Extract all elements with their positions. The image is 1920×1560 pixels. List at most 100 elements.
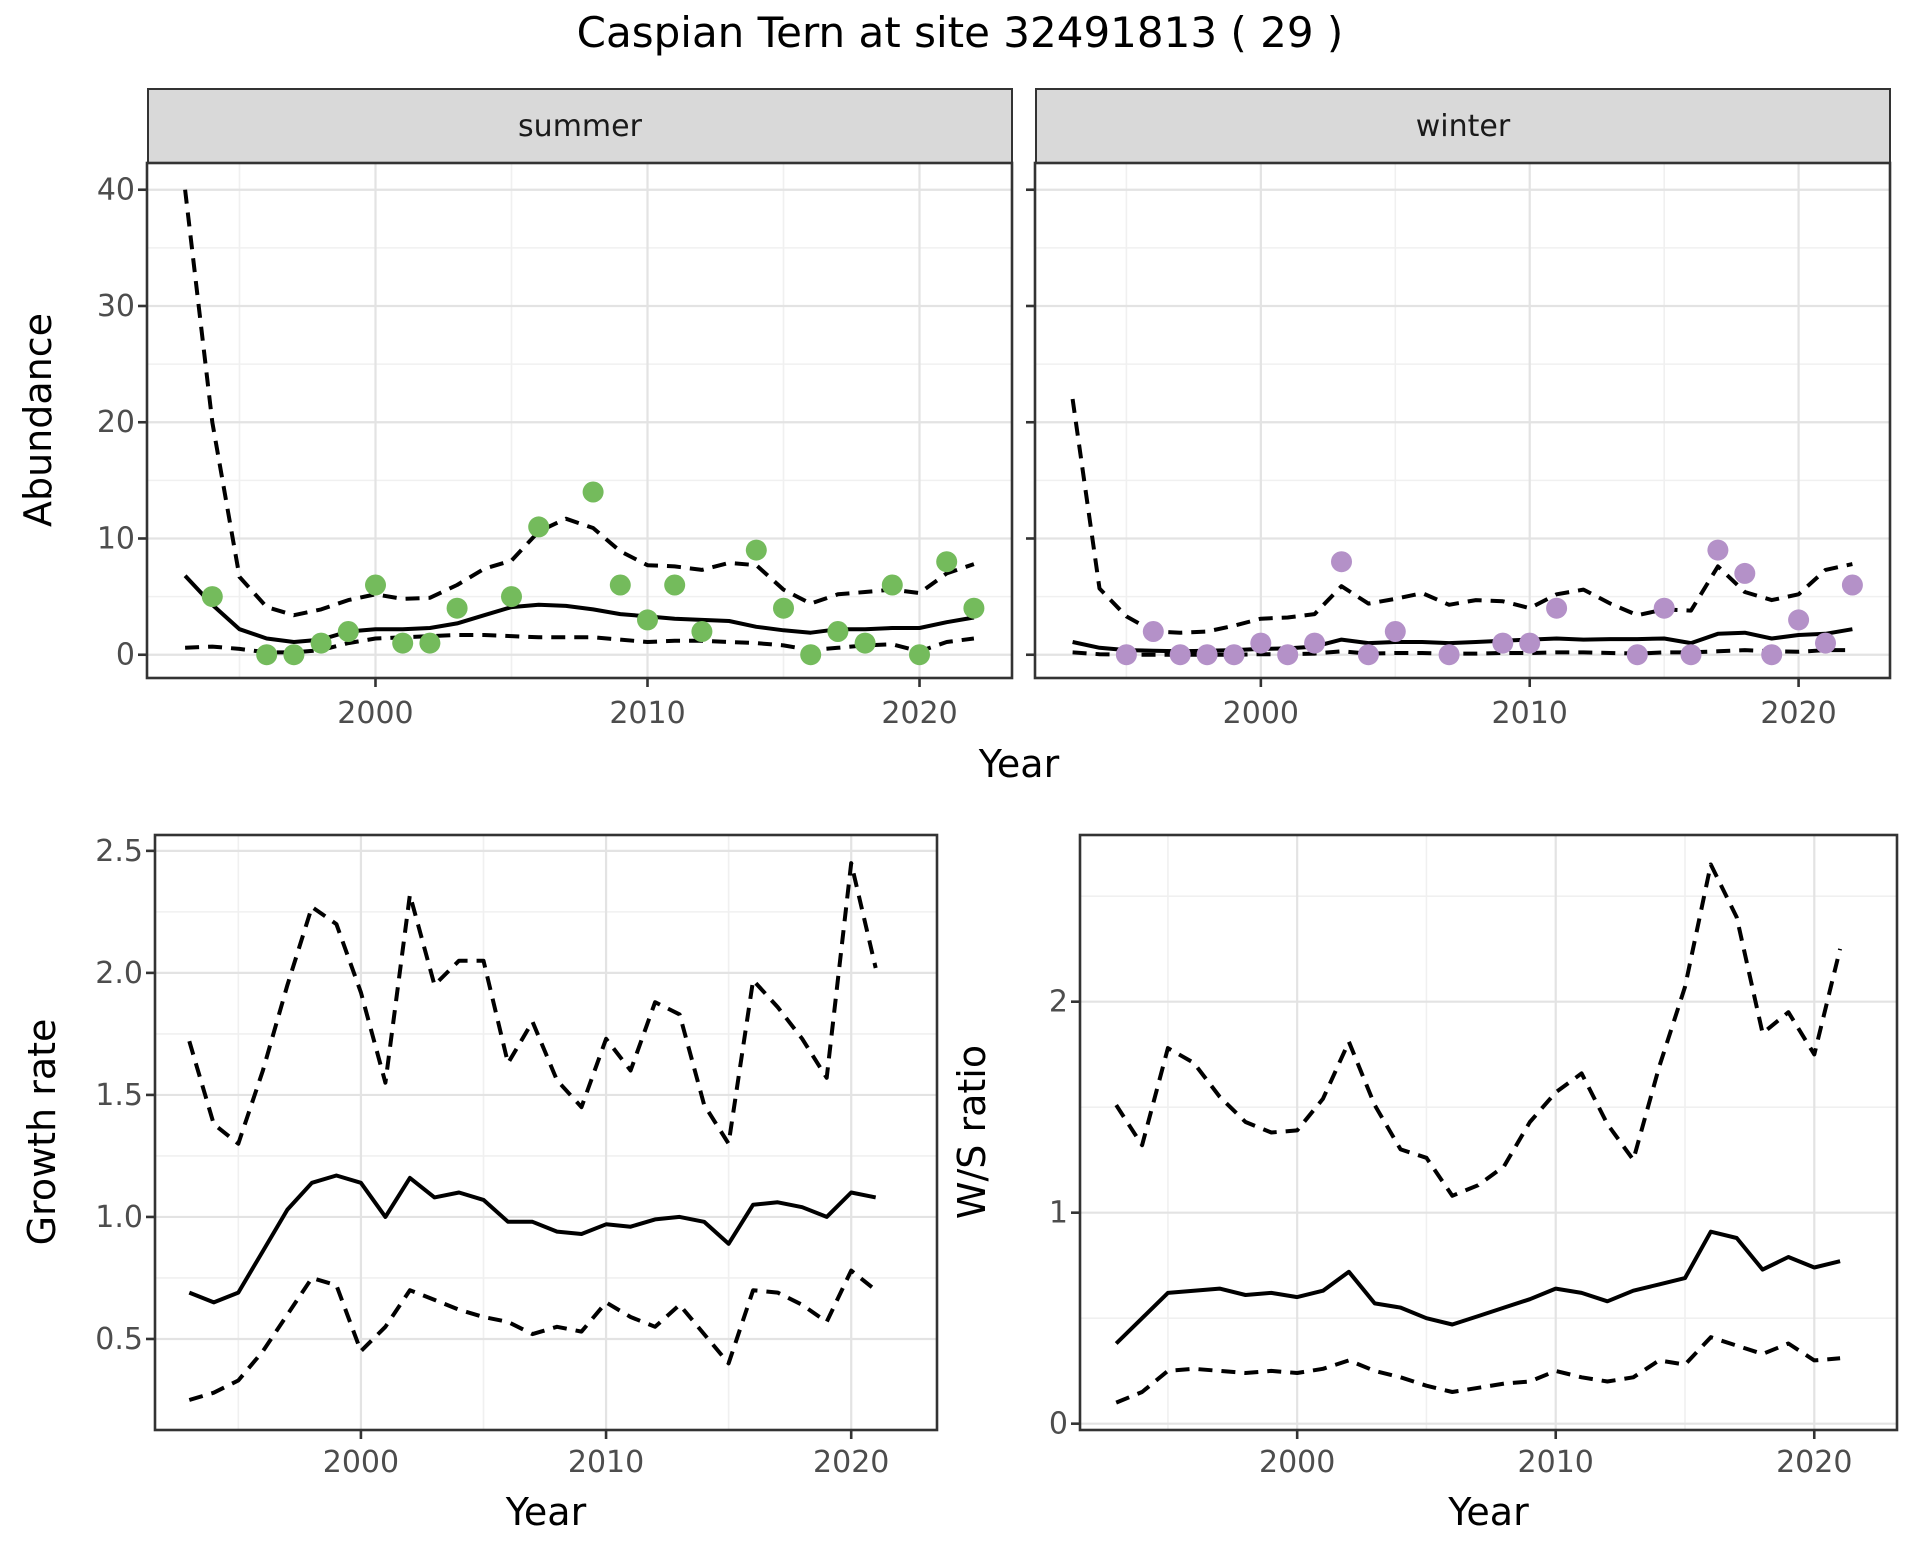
x-tick-label: 2000 bbox=[1259, 1445, 1335, 1480]
observed-point bbox=[1357, 644, 1379, 666]
y-tick-label: 10 bbox=[97, 521, 135, 556]
observed-point bbox=[1707, 539, 1729, 561]
x-tick-label: 2010 bbox=[1518, 1445, 1594, 1480]
chart-title: Caspian Tern at site 32491813 ( 29 ) bbox=[576, 8, 1344, 57]
x-axis-title-year-growth: Year bbox=[505, 1490, 587, 1534]
observed-point bbox=[800, 644, 822, 666]
observed-point bbox=[256, 644, 278, 666]
observed-point bbox=[1788, 609, 1810, 631]
x-axis-title-year-ws: Year bbox=[1448, 1490, 1529, 1534]
observed-point bbox=[664, 574, 686, 596]
observed-point bbox=[528, 516, 550, 538]
observed-point bbox=[963, 597, 985, 619]
y-tick-label: 40 bbox=[97, 173, 135, 208]
mean-line bbox=[1114, 1229, 1841, 1345]
upper-ci-line bbox=[1070, 398, 1853, 635]
panel-border bbox=[1078, 833, 1899, 1432]
lower-ci-line bbox=[1072, 648, 1853, 657]
observed-point bbox=[1815, 632, 1836, 654]
y-tick-label: 0.5 bbox=[95, 1322, 143, 1357]
facet-strip-winter-label: winter bbox=[1415, 108, 1511, 144]
y-tick-label: 0 bbox=[1049, 1407, 1068, 1442]
observed-point bbox=[201, 586, 223, 608]
observed-point bbox=[582, 481, 604, 503]
observed-point bbox=[691, 621, 713, 642]
y-tick-label: 0 bbox=[116, 638, 135, 673]
x-tick-label: 2000 bbox=[1223, 696, 1299, 731]
y-tick-label: 20 bbox=[97, 405, 135, 440]
observed-point bbox=[1223, 644, 1245, 666]
observed-point bbox=[1734, 562, 1756, 584]
x-tick-label: 2000 bbox=[337, 696, 413, 731]
observed-point bbox=[936, 551, 958, 573]
observed-point bbox=[1492, 632, 1514, 654]
x-tick-label: 2020 bbox=[1760, 696, 1836, 731]
observed-point bbox=[637, 609, 658, 631]
observed-point bbox=[1250, 632, 1272, 654]
x-tick-label: 2020 bbox=[881, 696, 957, 731]
x-tick-label: 2000 bbox=[323, 1445, 399, 1480]
observed-point bbox=[1142, 621, 1164, 642]
observed-point bbox=[881, 574, 903, 596]
observed-point bbox=[501, 586, 522, 608]
upper-ci-line bbox=[183, 189, 975, 618]
observed-point bbox=[1841, 574, 1863, 596]
facet-strip-summer-label: summer bbox=[518, 108, 642, 144]
observed-point bbox=[337, 621, 359, 642]
observed-point bbox=[854, 632, 876, 654]
x-tick-label: 2010 bbox=[568, 1445, 644, 1480]
observed-point bbox=[392, 632, 414, 654]
panel-border bbox=[1033, 161, 1892, 680]
observed-point bbox=[310, 632, 332, 654]
upper-ci-line bbox=[1114, 862, 1843, 1198]
observed-point bbox=[827, 621, 849, 642]
lower-ci-line bbox=[185, 633, 975, 655]
panel-background bbox=[147, 163, 1012, 678]
observed-point bbox=[609, 574, 631, 596]
x-tick-label: 2010 bbox=[1492, 696, 1568, 731]
panel-border bbox=[145, 161, 1014, 680]
observed-point bbox=[1626, 644, 1648, 666]
observed-point bbox=[1196, 644, 1218, 666]
panel-background bbox=[1035, 163, 1890, 678]
mean-line bbox=[188, 1173, 877, 1305]
observed-point bbox=[419, 632, 441, 654]
y-tick-label: 1.0 bbox=[95, 1200, 143, 1235]
upper-ci-line bbox=[187, 861, 878, 1146]
observed-point bbox=[745, 539, 767, 561]
observed-point bbox=[909, 644, 930, 666]
observed-point bbox=[1680, 644, 1702, 666]
y-tick-label: 1 bbox=[1049, 1196, 1068, 1231]
observed-point bbox=[283, 644, 305, 666]
observed-point bbox=[1653, 597, 1675, 619]
observed-point bbox=[446, 597, 468, 619]
observed-point bbox=[1115, 644, 1137, 666]
panel-border bbox=[153, 833, 939, 1432]
observed-point bbox=[1277, 644, 1299, 666]
observed-point bbox=[773, 597, 794, 619]
observed-point bbox=[365, 574, 386, 596]
panel-background bbox=[155, 835, 937, 1430]
y-tick-label: 2.5 bbox=[95, 834, 143, 869]
facet-strip-winter: winter bbox=[1035, 88, 1891, 164]
observed-point bbox=[1761, 644, 1783, 666]
x-axis-title-year-top: Year bbox=[978, 742, 1060, 786]
observed-point bbox=[1384, 621, 1406, 642]
lower-ci-line bbox=[188, 1268, 877, 1402]
observed-point bbox=[1519, 632, 1541, 654]
observed-point bbox=[1546, 597, 1568, 619]
observed-point bbox=[1304, 632, 1326, 654]
x-tick-label: 2020 bbox=[1776, 1445, 1852, 1480]
y-tick-label: 2.0 bbox=[95, 956, 143, 991]
observed-point bbox=[1438, 644, 1460, 666]
panel-background bbox=[1080, 835, 1897, 1430]
y-tick-label: 30 bbox=[97, 289, 135, 324]
x-tick-label: 2020 bbox=[813, 1445, 889, 1480]
lower-ci-line bbox=[1115, 1335, 1841, 1405]
y-tick-label: 2 bbox=[1049, 985, 1068, 1020]
observed-point bbox=[1331, 551, 1352, 573]
x-tick-label: 2010 bbox=[609, 696, 685, 731]
observed-point bbox=[1169, 644, 1191, 666]
y-tick-label: 1.5 bbox=[95, 1078, 143, 1113]
